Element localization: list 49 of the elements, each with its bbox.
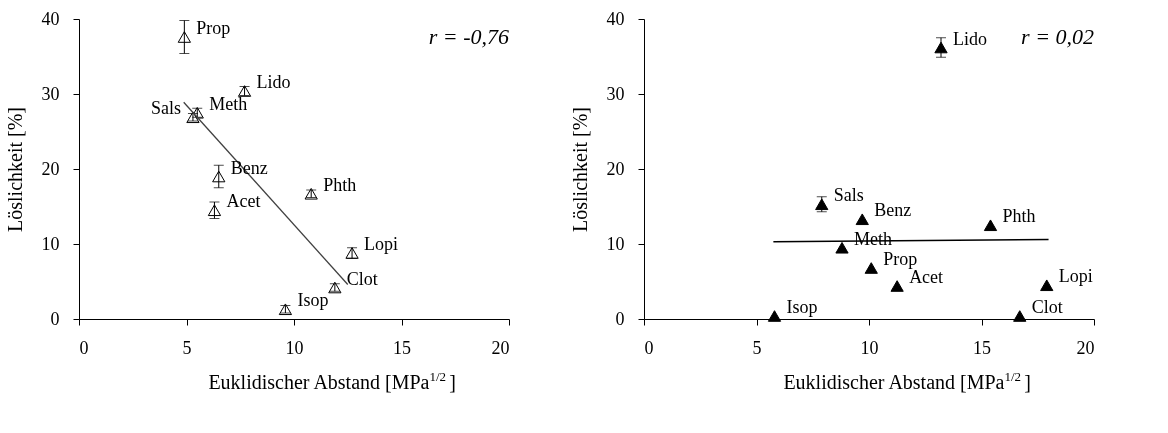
x-tick-label: 15 bbox=[393, 337, 411, 358]
annotation: Clot bbox=[346, 268, 378, 289]
annotation: Lido bbox=[953, 28, 987, 49]
annotation: Acet bbox=[226, 191, 261, 212]
annotation: Phth bbox=[1002, 206, 1036, 227]
y-tick-label: 0 bbox=[50, 308, 60, 329]
annotation: Phth bbox=[323, 174, 357, 195]
point bbox=[890, 280, 904, 292]
y-tick-label: 30 bbox=[606, 83, 625, 104]
annotation: Lopi bbox=[1058, 266, 1093, 287]
annotation: Lopi bbox=[364, 234, 399, 254]
point bbox=[864, 262, 878, 274]
annotation: Isop bbox=[297, 290, 329, 311]
annotation: Clot bbox=[1031, 297, 1063, 317]
y-tick-label: 30 bbox=[41, 83, 60, 104]
y-tick-label: 0 bbox=[615, 308, 625, 329]
y-tick-label: 40 bbox=[606, 8, 625, 29]
annotation: Sals bbox=[150, 98, 181, 119]
annotation: Meth bbox=[209, 93, 248, 114]
point bbox=[767, 310, 782, 322]
y-tick-label: 10 bbox=[41, 233, 60, 254]
x-tick-label: 0 bbox=[644, 337, 654, 358]
point bbox=[1040, 279, 1054, 292]
y-tick-label: 20 bbox=[606, 158, 625, 179]
point bbox=[983, 219, 998, 232]
x-tick-label: 0 bbox=[79, 337, 89, 358]
x-tick-label: 5 bbox=[752, 337, 762, 358]
y-tick-label: 20 bbox=[41, 158, 60, 179]
x-tick-label: 20 bbox=[491, 337, 510, 358]
point bbox=[855, 213, 869, 226]
y-axis-title: Löslichkeit [%] bbox=[3, 107, 26, 232]
annotation: r = 0,02 bbox=[1021, 24, 1094, 49]
x-tick-label: 20 bbox=[1076, 337, 1095, 358]
y-axis-title: Löslichkeit [%] bbox=[568, 107, 591, 232]
annotation: Lido bbox=[256, 72, 291, 92]
annotation: r = -0,76 bbox=[428, 24, 509, 49]
annotation: Benz bbox=[874, 200, 912, 221]
annotation: Isop bbox=[786, 297, 818, 317]
annotation: Prop bbox=[196, 18, 231, 38]
annotation: Sals bbox=[833, 185, 864, 206]
y-tick-label: 10 bbox=[606, 233, 625, 254]
x-tick-label: 5 bbox=[182, 337, 192, 358]
y-tick-label: 40 bbox=[41, 8, 60, 29]
x-tick-label: 10 bbox=[860, 337, 879, 358]
x-tick-label: 15 bbox=[973, 337, 991, 358]
x-tick-label: 10 bbox=[285, 337, 304, 358]
annotation: Prop bbox=[883, 249, 918, 269]
point bbox=[835, 241, 849, 254]
point bbox=[1013, 310, 1027, 322]
